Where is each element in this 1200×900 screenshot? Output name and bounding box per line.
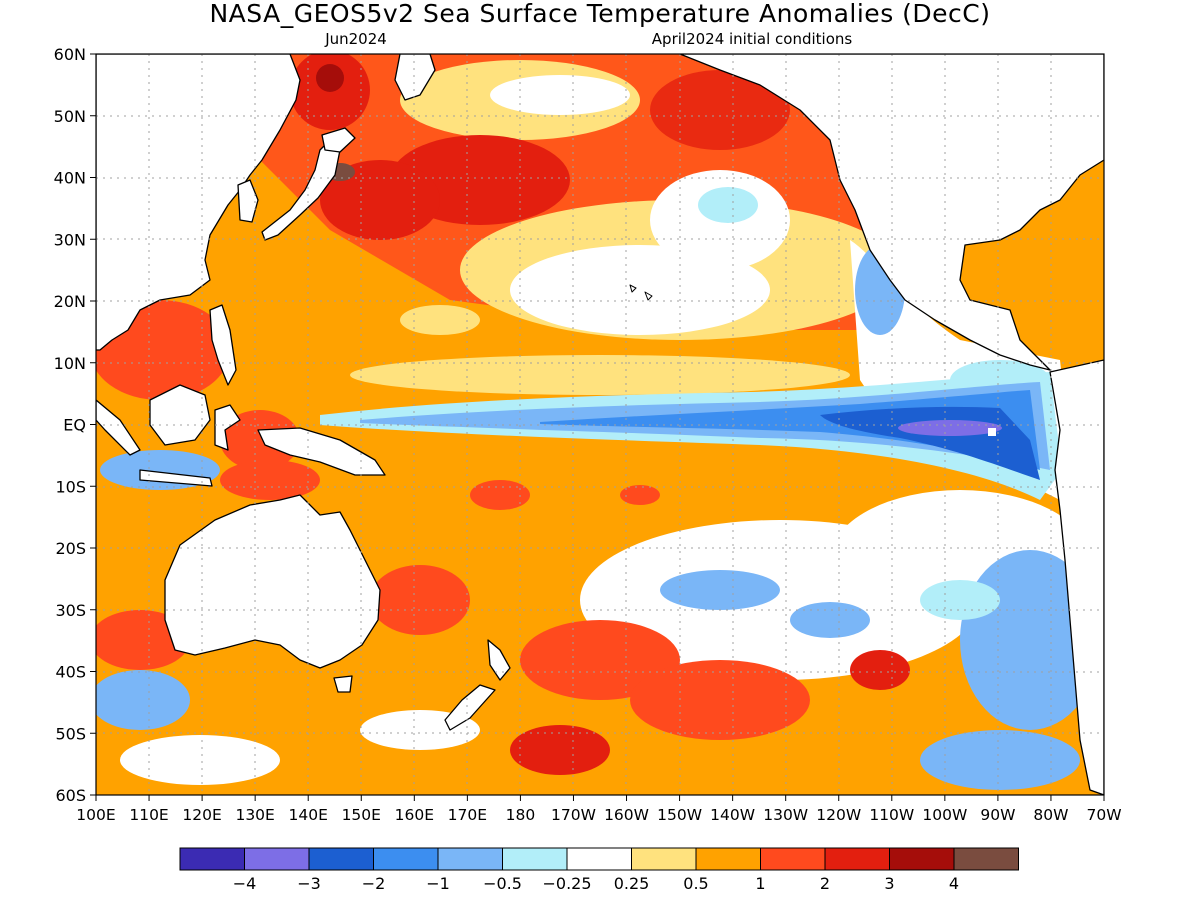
lon-tick-label: 70W xyxy=(1086,806,1121,824)
map-title: NASA_GEOS5v2 Sea Surface Temperature Ano… xyxy=(209,0,990,28)
lat-tick-label: 60S xyxy=(55,786,86,805)
south-america xyxy=(1049,359,1104,795)
colorbar-label: 4 xyxy=(949,874,959,893)
tasmania xyxy=(333,675,353,693)
lat-tick-label: 10S xyxy=(55,477,86,496)
colorbar: −4 −3 −2 −1 −0.5 −0.25 0.25 0.5 1 2 3 4 xyxy=(179,847,1019,893)
lat-tick-label: 20S xyxy=(55,539,86,558)
lon-tick-label: 160W xyxy=(604,806,649,824)
latitude-axis: 60N 50N 40N 30N 20N 10N EQ 10S 20S 30S 40S 50S 60S xyxy=(54,45,96,805)
colorbar-swatch xyxy=(631,847,697,871)
lon-tick-label: 160E xyxy=(395,806,434,824)
australia xyxy=(164,494,381,669)
colorbar-label: 3 xyxy=(884,874,894,893)
lon-tick-label: 180 xyxy=(506,806,536,824)
lat-tick-label: 50N xyxy=(54,107,86,126)
lon-tick-label: 90W xyxy=(980,806,1015,824)
lon-tick-label: 130E xyxy=(235,806,274,824)
lat-tick-label: 40S xyxy=(55,663,86,682)
sumatra xyxy=(96,399,141,456)
sst-anomaly-field xyxy=(96,54,1104,795)
new-guinea xyxy=(257,427,386,476)
colorbar-label: −2 xyxy=(362,874,386,893)
new-zealand-north xyxy=(487,639,511,681)
colorbar-swatch xyxy=(760,847,826,871)
hokkaido xyxy=(321,127,356,153)
sulawesi xyxy=(214,404,241,451)
map-subtitle-init: April2024 initial conditions xyxy=(652,30,853,48)
colorbar-swatch xyxy=(824,847,890,871)
lat-tick-label: 50S xyxy=(55,724,86,743)
colorbar-label: 0.5 xyxy=(683,874,708,893)
lon-tick-label: 100E xyxy=(76,806,115,824)
colorbar-swatch xyxy=(179,847,245,871)
lon-tick-label: 140W xyxy=(710,806,755,824)
lon-tick-label: 140E xyxy=(289,806,328,824)
colorbar-swatch xyxy=(953,847,1019,871)
lon-tick-label: 150W xyxy=(657,806,702,824)
lon-tick-label: 100W xyxy=(922,806,967,824)
colorbar-label: −3 xyxy=(297,874,321,893)
colorbar-label: 2 xyxy=(820,874,830,893)
new-zealand-south xyxy=(444,684,496,731)
lon-tick-label: 120W xyxy=(816,806,861,824)
asia-landmass xyxy=(96,54,301,351)
colorbar-swatch xyxy=(437,847,503,871)
colorbar-swatch xyxy=(695,847,761,871)
java xyxy=(139,469,213,487)
lon-tick-label: 80W xyxy=(1033,806,1068,824)
lat-tick-label: 60N xyxy=(54,45,86,64)
lon-tick-label: 130W xyxy=(763,806,808,824)
colorbar-swatch xyxy=(502,847,568,871)
colorbar-swatch xyxy=(566,847,632,871)
lat-tick-label: 10N xyxy=(54,354,86,373)
lat-tick-label: 40N xyxy=(54,169,86,188)
lon-tick-label: 110W xyxy=(869,806,914,824)
borneo xyxy=(149,384,211,446)
colorbar-label: 1 xyxy=(755,874,765,893)
lat-tick-label: EQ xyxy=(63,416,86,435)
colorbar-swatch xyxy=(373,847,439,871)
lon-tick-label: 110E xyxy=(129,806,168,824)
lon-tick-label: 120E xyxy=(182,806,221,824)
map-subtitle-date: Jun2024 xyxy=(324,30,387,48)
colorbar-label: 0.25 xyxy=(614,874,650,893)
colorbar-swatch xyxy=(889,847,955,871)
lon-tick-label: 170E xyxy=(448,806,487,824)
philippines xyxy=(209,304,237,386)
graticule xyxy=(96,54,1104,795)
lat-tick-label: 20N xyxy=(54,292,86,311)
lon-tick-label: 170W xyxy=(551,806,596,824)
colorbar-label: −1 xyxy=(426,874,450,893)
korea-peninsula xyxy=(237,179,259,223)
lon-tick-label: 150E xyxy=(342,806,381,824)
longitude-axis: 100E 110E 120E 130E 140E 150E 160E 170E 180 170W 1… xyxy=(76,795,1122,824)
colorbar-swatch xyxy=(244,847,310,871)
lat-tick-label: 30S xyxy=(55,601,86,620)
colorbar-label: −0.5 xyxy=(483,874,522,893)
colorbar-swatch xyxy=(308,847,374,871)
lat-tick-label: 30N xyxy=(54,230,86,249)
kamchatka xyxy=(394,54,436,101)
hawaii xyxy=(629,284,653,301)
colorbar-label: −0.25 xyxy=(542,874,591,893)
colorbar-label: −4 xyxy=(233,874,257,893)
